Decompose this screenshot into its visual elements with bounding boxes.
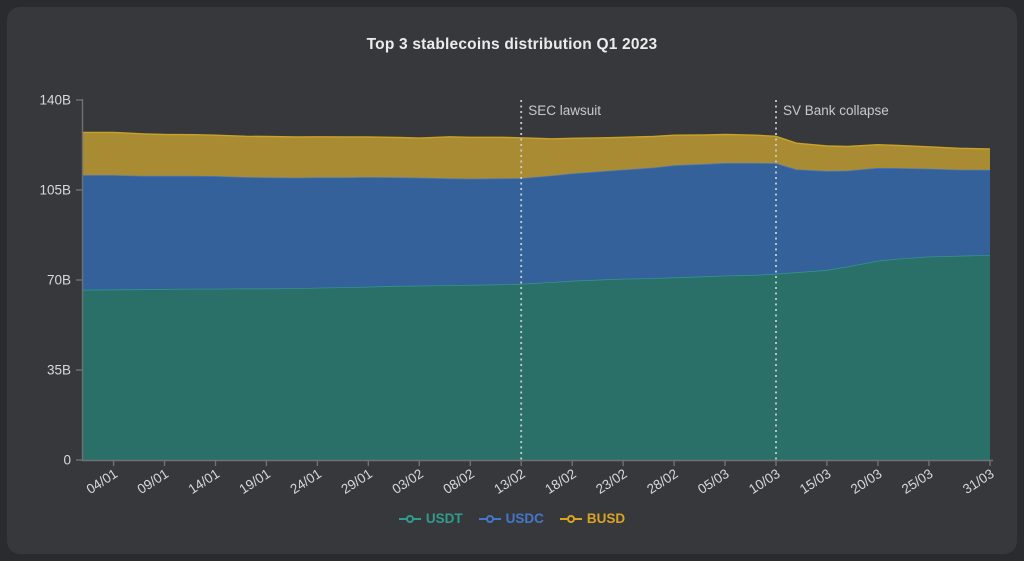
x-tick-label: 13/02: [491, 466, 528, 497]
x-tick-label: 18/02: [542, 466, 579, 497]
x-tick-label: 15/03: [797, 466, 834, 497]
area-usdc[interactable]: [83, 163, 990, 290]
x-tick-label: 20/03: [848, 466, 885, 497]
area-topline-busd: [83, 131, 991, 150]
legend: USDT USDC BUSD: [0, 511, 1024, 526]
x-tick-label: 08/02: [440, 466, 477, 497]
usdc-series-marker-icon: [478, 514, 501, 523]
x-tick-label: 23/02: [593, 466, 630, 497]
x-tick-label: 03/02: [389, 466, 426, 497]
x-tick-label: 04/01: [84, 466, 121, 497]
legend-label-usdc: USDC: [505, 511, 544, 526]
area-busd[interactable]: [83, 132, 990, 179]
x-tick-label: 19/01: [237, 466, 274, 497]
y-tick-label: 70B: [47, 273, 71, 288]
legend-item-busd[interactable]: BUSD: [559, 511, 626, 526]
x-tick-label: 29/01: [338, 466, 375, 497]
y-tick-label: 0: [63, 453, 71, 468]
legend-item-usdc[interactable]: USDC: [478, 511, 544, 526]
chart-title: Top 3 stablecoins distribution Q1 2023: [366, 36, 658, 53]
x-tick-label: 10/03: [746, 466, 783, 497]
x-tick-label: 25/03: [899, 466, 936, 497]
area-usdt[interactable]: [83, 255, 990, 460]
annotation-label: SEC lawsuit: [528, 103, 601, 118]
usdt-series-marker-icon: [398, 514, 421, 523]
x-tick-label: 31/03: [960, 466, 997, 497]
annotation-label: SV Bank collapse: [783, 103, 889, 118]
x-tick-label: 28/02: [644, 466, 681, 497]
x-tick-label: 24/01: [288, 466, 325, 497]
x-tick-label: 14/01: [186, 466, 223, 497]
x-tick-label: 05/03: [695, 466, 732, 497]
x-tick-label: 09/01: [135, 466, 172, 497]
y-tick-label: 105B: [39, 183, 71, 198]
y-tick-label: 35B: [47, 363, 71, 378]
legend-label-usdt: USDT: [425, 511, 463, 526]
busd-series-marker-icon: [559, 514, 582, 523]
y-tick-label: 140B: [39, 93, 71, 108]
legend-item-usdt[interactable]: USDT: [398, 511, 463, 526]
legend-label-busd: BUSD: [586, 511, 626, 526]
